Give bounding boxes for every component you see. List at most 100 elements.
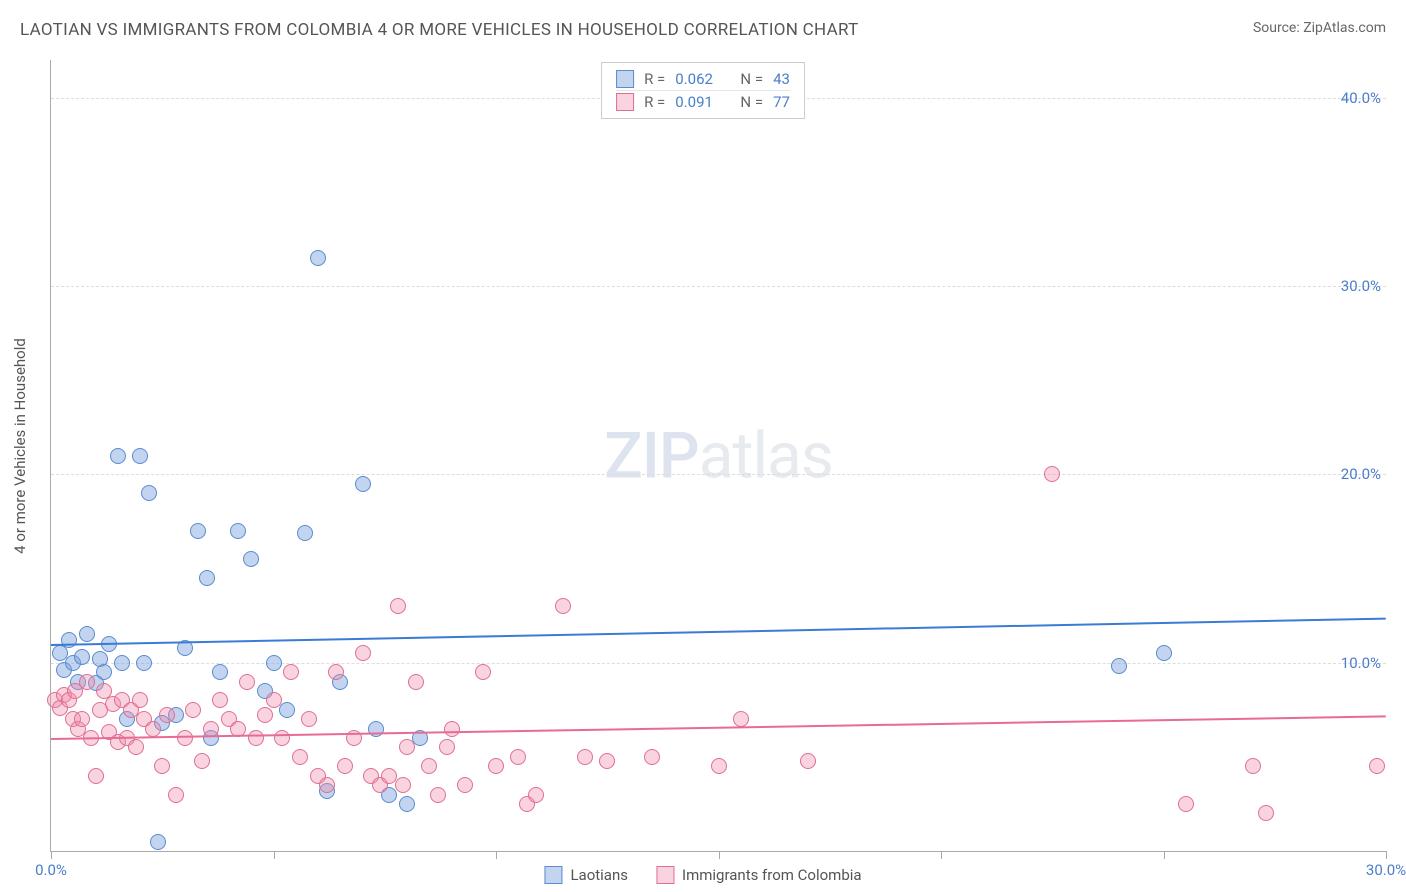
- gridline: [51, 286, 1386, 287]
- data-point: [74, 649, 90, 665]
- data-point: [337, 758, 353, 774]
- data-point: [128, 739, 144, 755]
- data-point: [599, 753, 615, 769]
- data-point: [644, 749, 660, 765]
- data-point: [555, 598, 571, 614]
- stats-row-laotians: R = 0.062 N = 43: [616, 68, 790, 91]
- data-point: [132, 692, 148, 708]
- swatch-pink-icon: [656, 866, 674, 884]
- data-point: [733, 711, 749, 727]
- data-point: [328, 664, 344, 680]
- gridline: [51, 663, 1386, 664]
- data-point: [266, 692, 282, 708]
- data-point: [96, 664, 112, 680]
- data-point: [1111, 658, 1127, 674]
- data-point: [132, 448, 148, 464]
- data-point: [430, 787, 446, 803]
- ytick-label: 10.0%: [1341, 654, 1381, 672]
- data-point: [711, 758, 727, 774]
- legend-label-colombia: Immigrants from Colombia: [682, 866, 862, 884]
- data-point: [230, 523, 246, 539]
- data-point: [1044, 466, 1060, 482]
- data-point: [79, 626, 95, 642]
- stats-legend: R = 0.062 N = 43 R = 0.091 N = 77: [601, 62, 805, 119]
- data-point: [1245, 758, 1261, 774]
- source-attribution: Source: ZipAtlas.com: [1253, 20, 1386, 36]
- swatch-blue: [616, 70, 634, 88]
- data-point: [88, 768, 104, 784]
- data-point: [355, 645, 371, 661]
- data-point: [399, 796, 415, 812]
- data-point: [136, 655, 152, 671]
- data-point: [199, 570, 215, 586]
- chart-title: LAOTIAN VS IMMIGRANTS FROM COLOMBIA 4 OR…: [20, 20, 859, 40]
- data-point: [79, 674, 95, 690]
- n-value-pink: 77: [773, 93, 790, 111]
- data-point: [301, 711, 317, 727]
- xtick: [719, 851, 720, 859]
- data-point: [141, 485, 157, 501]
- xtick-label: 0.0%: [35, 861, 67, 879]
- ytick-label: 40.0%: [1341, 89, 1381, 107]
- data-point: [1258, 805, 1274, 821]
- data-point: [528, 787, 544, 803]
- xtick: [941, 851, 942, 859]
- data-point: [475, 664, 491, 680]
- data-point: [243, 551, 259, 567]
- data-point: [800, 753, 816, 769]
- data-point: [266, 655, 282, 671]
- data-point: [177, 730, 193, 746]
- r-label: R =: [644, 70, 665, 88]
- ytick-label: 30.0%: [1341, 277, 1381, 295]
- legend-label-laotians: Laotians: [570, 866, 628, 884]
- data-point: [190, 523, 206, 539]
- data-point: [319, 777, 335, 793]
- data-point: [154, 758, 170, 774]
- data-point: [421, 758, 437, 774]
- data-point: [1156, 645, 1172, 661]
- data-point: [488, 758, 504, 774]
- data-point: [510, 749, 526, 765]
- data-point: [110, 448, 126, 464]
- n-value-blue: 43: [773, 70, 790, 88]
- gridline: [51, 474, 1386, 475]
- data-point: [577, 749, 593, 765]
- data-point: [355, 476, 371, 492]
- n-label: N =: [740, 70, 763, 88]
- legend-item-colombia: Immigrants from Colombia: [656, 866, 862, 884]
- xtick: [51, 851, 52, 859]
- r-value-pink: 0.091: [675, 93, 713, 111]
- data-point: [168, 787, 184, 803]
- data-point: [274, 730, 290, 746]
- data-point: [283, 664, 299, 680]
- xtick: [496, 851, 497, 859]
- data-point: [395, 777, 411, 793]
- legend-item-laotians: Laotians: [544, 866, 628, 884]
- data-point: [145, 721, 161, 737]
- data-point: [159, 707, 175, 723]
- data-point: [239, 674, 255, 690]
- data-point: [248, 730, 264, 746]
- trendline: [51, 617, 1386, 645]
- data-point: [185, 702, 201, 718]
- xtick: [274, 851, 275, 859]
- bottom-legend: Laotians Immigrants from Colombia: [544, 866, 861, 884]
- trendline: [51, 715, 1386, 740]
- stats-row-colombia: R = 0.091 N = 77: [616, 91, 790, 113]
- data-point: [310, 250, 326, 266]
- swatch-pink: [616, 93, 634, 111]
- y-axis-label: 4 or more Vehicles in Household: [11, 338, 29, 554]
- data-point: [194, 753, 210, 769]
- data-point: [399, 739, 415, 755]
- data-point: [390, 598, 406, 614]
- data-point: [444, 721, 460, 737]
- swatch-blue-icon: [544, 866, 562, 884]
- plot-area: ZIPatlas 10.0%20.0%30.0%40.0%0.0%30.0%: [50, 60, 1386, 852]
- xtick: [1164, 851, 1165, 859]
- data-point: [279, 702, 295, 718]
- data-point: [292, 749, 308, 765]
- data-point: [439, 739, 455, 755]
- data-point: [212, 664, 228, 680]
- xtick: [1386, 851, 1387, 859]
- data-point: [212, 692, 228, 708]
